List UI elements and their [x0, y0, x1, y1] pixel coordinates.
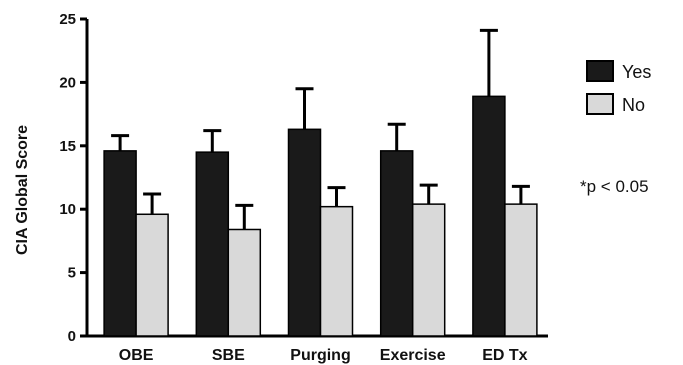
legend-swatch-yes: [586, 60, 614, 82]
y-tick-label: 20: [59, 74, 76, 91]
y-tick-label: 25: [59, 11, 76, 28]
y-tick-label: 5: [68, 265, 76, 282]
y-tick-label: 15: [59, 138, 76, 155]
bar-no-purging: [319, 205, 354, 337]
x-tick-label: ED Tx: [482, 347, 527, 364]
labels: 0 5 10 15 20 25 OBE SBE Purging Exercise ED Tx: [59, 11, 527, 364]
x-tick-label: Purging: [290, 347, 350, 364]
bar-no-sbe: [227, 228, 262, 337]
bar-no-obe: [135, 213, 169, 337]
legend-label-no: No: [622, 95, 645, 115]
bar-yes-obe: [103, 150, 137, 337]
significance-note: *p < 0.05: [580, 177, 649, 196]
bar-yes-exercise: [379, 150, 414, 337]
y-axis-label: CIA Global Score: [14, 125, 31, 255]
x-tick-label: SBE: [212, 347, 245, 364]
y-tick-label: 10: [59, 201, 76, 218]
x-tick-label: OBE: [119, 347, 154, 364]
bar-no-exercise: [411, 203, 446, 337]
legend: Yes No: [586, 60, 651, 115]
bars: [103, 28, 538, 337]
x-tick-label: Exercise: [380, 347, 446, 364]
legend-swatch-no: [586, 93, 614, 115]
y-tick-label: 0: [68, 328, 76, 345]
bar-yes-ed-tx: [472, 95, 506, 337]
bar-yes-sbe: [195, 151, 230, 337]
bar-yes-purging: [287, 128, 322, 337]
bar-no-ed-tx: [504, 203, 538, 337]
legend-label-yes: Yes: [622, 62, 651, 82]
